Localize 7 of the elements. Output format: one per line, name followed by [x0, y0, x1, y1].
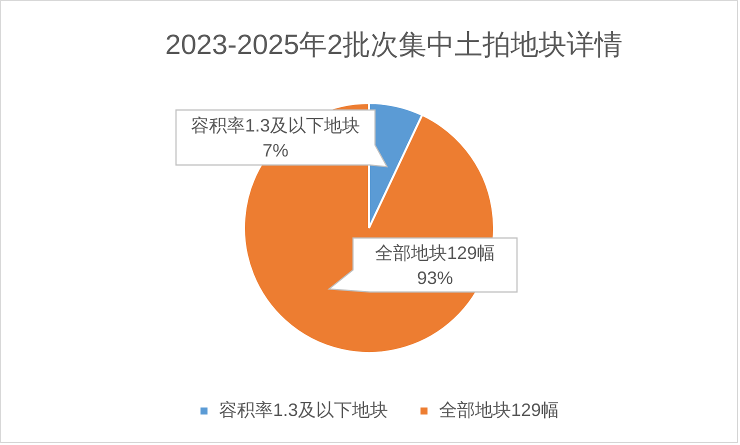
legend-label: 全部地块129幅: [439, 400, 560, 420]
legend-label: 容积率1.3及以下地块: [219, 400, 388, 420]
slice-label: 容积率1.3及以下地块: [190, 116, 360, 136]
chart-title: 2023-2025年2批次集中土拍地块详情: [165, 29, 623, 60]
slice-label: 全部地块129幅: [374, 243, 496, 263]
data-label: 7%: [262, 140, 289, 160]
data-label: 93%: [416, 268, 454, 288]
